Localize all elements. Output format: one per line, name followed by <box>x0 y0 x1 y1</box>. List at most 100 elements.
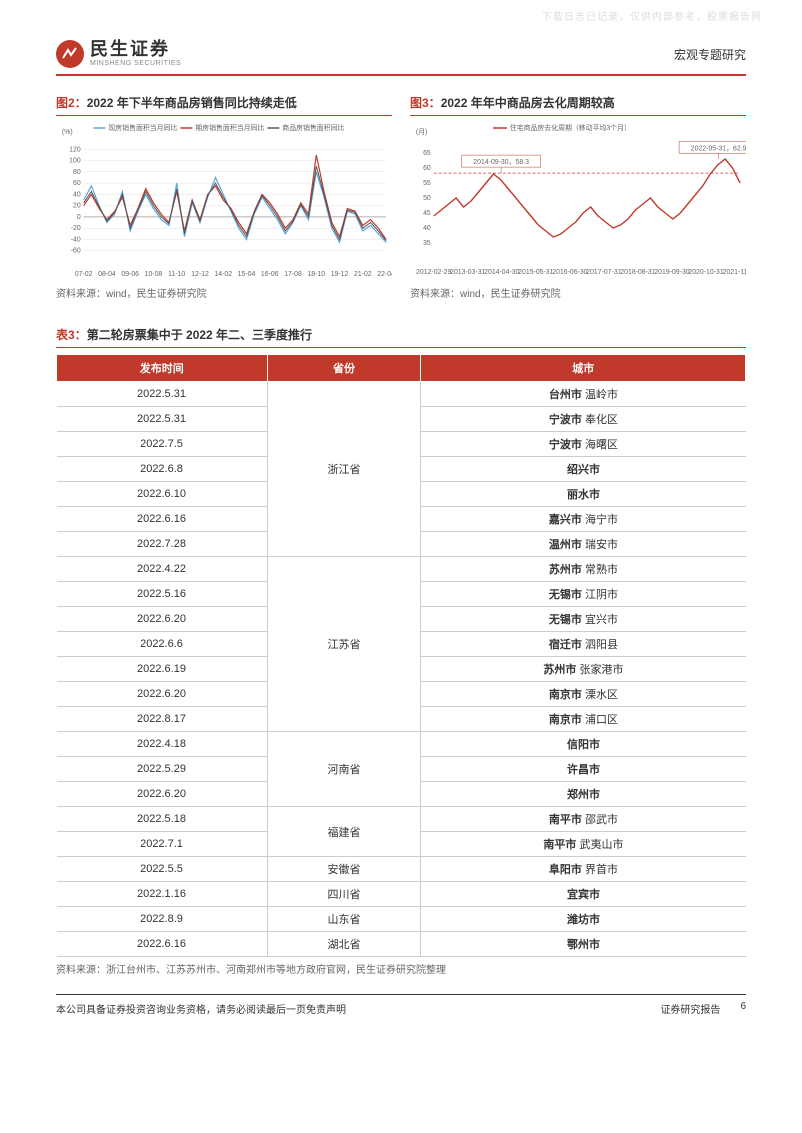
svg-text:2019-09-30: 2019-09-30 <box>654 269 689 276</box>
cell-date: 2022.6.8 <box>57 457 268 482</box>
page-footer: 本公司具备证券投资咨询业务资格，请务必阅读最后一页免责声明 证券研究报告 6 <box>56 994 746 1016</box>
cell-city: 嘉兴市 海宁市 <box>421 507 746 532</box>
city-bold-part: 嘉兴市 <box>549 514 582 526</box>
table3-source: 资料来源：浙江台州市、江苏苏州市、河南郑州市等地方政府官网，民生证券研究院整理 <box>56 961 746 976</box>
chart3-title-prefix: 图3： <box>410 96 441 110</box>
svg-text:40: 40 <box>73 191 81 198</box>
cell-province: 浙江省 <box>267 382 421 557</box>
cell-date: 2022.5.29 <box>57 757 268 782</box>
cell-city: 宁波市 奉化区 <box>421 407 746 432</box>
cell-date: 2022.5.31 <box>57 382 268 407</box>
page-container: 民生证券 MINSHENG SECURITIES 宏观专题研究 图2：2022 … <box>0 0 802 1046</box>
table3-section: 表3：第二轮房票集中于 2022 年二、三季度推行 发布时间省份城市 2022.… <box>56 326 746 976</box>
cell-city: 宁波市 海曙区 <box>421 432 746 457</box>
chart3-source: 资料来源：wind，民生证券研究院 <box>410 285 746 300</box>
city-rest-part: 武夷山市 <box>576 839 623 851</box>
svg-text:2016-06-30: 2016-06-30 <box>552 269 587 276</box>
cell-date: 2022.8.17 <box>57 707 268 732</box>
city-rest-part: 常熟市 <box>582 564 618 576</box>
table-row: 2022.5.5安徽省阜阳市 界首市 <box>57 857 746 882</box>
cell-city: 许昌市 <box>421 757 746 782</box>
svg-text:-20: -20 <box>71 225 81 232</box>
city-bold-part: 台州市 <box>549 389 582 401</box>
cell-date: 2022.6.20 <box>57 607 268 632</box>
city-rest-part: 界首市 <box>582 864 618 876</box>
city-bold-part: 南京市 <box>549 714 582 726</box>
cell-province: 四川省 <box>267 882 421 907</box>
city-rest-part: 瑞安市 <box>582 539 618 551</box>
city-bold-part: 温州市 <box>549 539 582 551</box>
svg-text:60: 60 <box>73 180 81 187</box>
cell-date: 2022.4.18 <box>57 732 268 757</box>
cell-date: 2022.7.1 <box>57 832 268 857</box>
cell-city: 苏州市 张家港市 <box>421 657 746 682</box>
chart2-title-prefix: 图2： <box>56 96 87 110</box>
footer-page-number: 6 <box>740 1001 746 1016</box>
cell-date: 2022.5.18 <box>57 807 268 832</box>
city-rest-part: 宜兴市 <box>582 614 618 626</box>
cell-city: 温州市 瑞安市 <box>421 532 746 557</box>
chart2-source: 资料来源：wind，民生证券研究院 <box>56 285 392 300</box>
cell-date: 2022.1.16 <box>57 882 268 907</box>
cell-date: 2022.6.16 <box>57 507 268 532</box>
svg-text:2012-02-29: 2012-02-29 <box>416 269 451 276</box>
header-category: 宏观专题研究 <box>674 46 746 63</box>
svg-text:15-04: 15-04 <box>238 271 256 278</box>
cell-date: 2022.7.5 <box>57 432 268 457</box>
city-bold-part: 潍坊市 <box>567 914 600 926</box>
svg-text:11-10: 11-10 <box>168 271 185 278</box>
svg-text:2013-03-31: 2013-03-31 <box>450 269 485 276</box>
svg-text:22-04: 22-04 <box>377 271 392 278</box>
svg-text:17-08: 17-08 <box>284 271 302 278</box>
city-rest-part: 泗阳县 <box>582 639 618 651</box>
footer-left-text: 本公司具备证券投资咨询业务资格，请务必阅读最后一页免责声明 <box>56 1001 346 1016</box>
cell-city: 南京市 浦口区 <box>421 707 746 732</box>
svg-text:35: 35 <box>423 240 431 247</box>
svg-text:-60: -60 <box>71 248 81 255</box>
svg-text:45: 45 <box>423 210 431 217</box>
table3-title-text: 第二轮房票集中于 2022 年二、三季度推行 <box>87 328 312 342</box>
table-row: 2022.1.16四川省 宜宾市 <box>57 882 746 907</box>
city-bold-part: 丽水市 <box>567 489 600 501</box>
svg-text:2021-11-30: 2021-11-30 <box>723 269 746 276</box>
svg-text:09-06: 09-06 <box>121 271 139 278</box>
svg-text:21-02: 21-02 <box>354 271 372 278</box>
city-bold-part: 苏州市 <box>549 564 582 576</box>
city-bold-part: 许昌市 <box>567 764 600 776</box>
svg-text:2014-04-30: 2014-04-30 <box>484 269 519 276</box>
city-bold-part: 苏州市 <box>543 664 576 676</box>
table3-title: 表3：第二轮房票集中于 2022 年二、三季度推行 <box>56 326 746 348</box>
svg-text:住宅商品房去化周期（移动平均3个月）: 住宅商品房去化周期（移动平均3个月） <box>510 123 631 132</box>
city-bold-part: 宜宾市 <box>567 889 600 901</box>
chart3-svg: (月)354045505560652012-02-292013-03-31201… <box>410 120 746 280</box>
svg-text:14-02: 14-02 <box>214 271 232 278</box>
city-rest-part: 温岭市 <box>582 389 618 401</box>
svg-text:0: 0 <box>77 214 81 221</box>
svg-text:80: 80 <box>73 169 81 176</box>
cell-city: 南平市 武夷山市 <box>421 832 746 857</box>
table-header-cell: 城市 <box>421 355 746 382</box>
city-bold-part: 南平市 <box>549 814 582 826</box>
watermark-text: 下载日志已记录，仅供内部参考，股票报告网 <box>542 8 762 23</box>
table3-title-prefix: 表3： <box>56 328 87 342</box>
chart2-title-text: 2022 年下半年商品房销售同比持续走低 <box>87 96 297 110</box>
cell-city: 台州市 温岭市 <box>421 382 746 407</box>
table-row: 2022.5.18福建省南平市 邵武市 <box>57 807 746 832</box>
cell-city: 信阳市 <box>421 732 746 757</box>
cell-city: 潍坊市 <box>421 907 746 932</box>
cell-city: 郑州市 <box>421 782 746 807</box>
cell-city: 南平市 邵武市 <box>421 807 746 832</box>
svg-text:(月): (月) <box>416 128 427 136</box>
cell-province: 福建省 <box>267 807 421 857</box>
city-bold-part: 无锡市 <box>549 614 582 626</box>
logo-cn-text: 民生证券 <box>90 40 181 60</box>
cell-date: 2022.5.16 <box>57 582 268 607</box>
city-bold-part: 无锡市 <box>549 589 582 601</box>
svg-text:19-12: 19-12 <box>331 271 349 278</box>
svg-text:2017-07-31: 2017-07-31 <box>586 269 621 276</box>
svg-text:07-02: 07-02 <box>75 271 93 278</box>
svg-text:20: 20 <box>73 203 81 210</box>
city-bold-part: 郑州市 <box>567 789 600 801</box>
cell-date: 2022.6.20 <box>57 682 268 707</box>
city-rest-part: 海宁市 <box>582 514 618 526</box>
